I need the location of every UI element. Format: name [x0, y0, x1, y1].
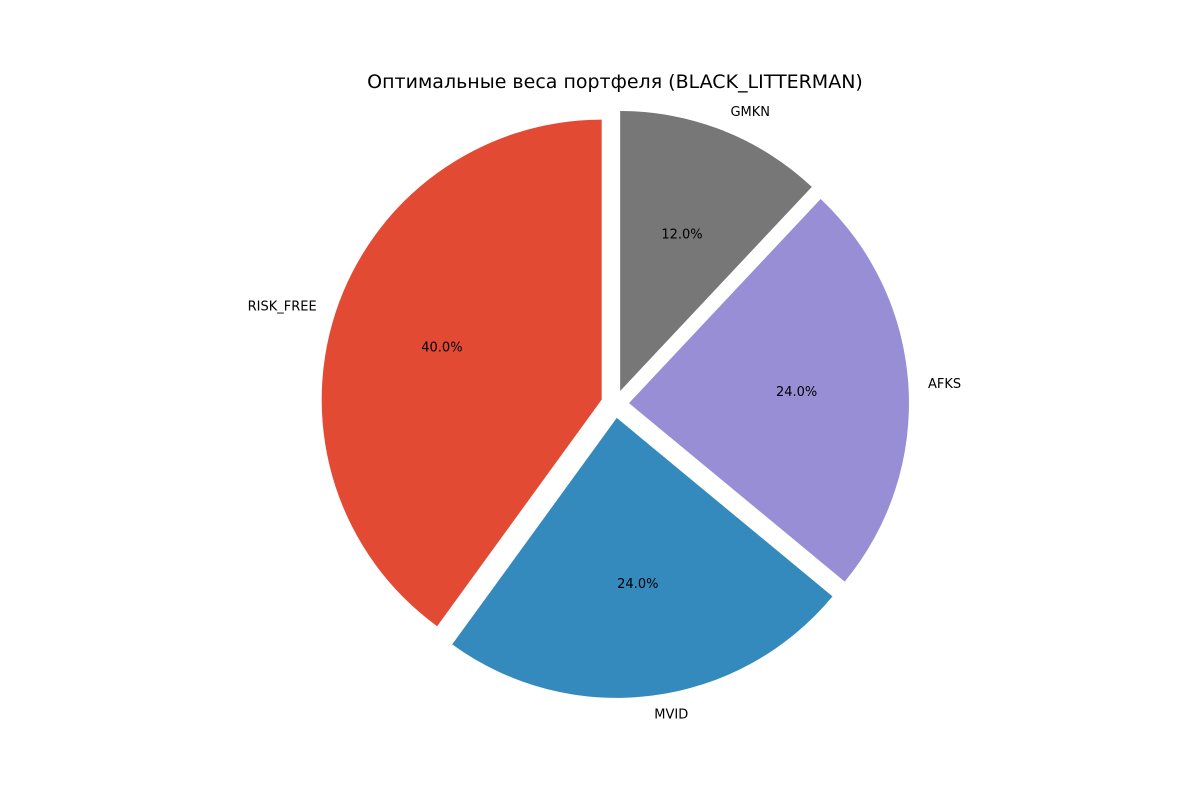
slice-label-mvid: MVID [654, 708, 688, 723]
slice-percent-mvid: 24.0% [617, 577, 658, 592]
pie-slice-gmkn [620, 110, 812, 391]
pie-slice-risk-free [321, 119, 602, 627]
slice-label-risk-free: RISK_FREE [248, 300, 317, 315]
slice-percent-risk-free: 40.0% [421, 340, 462, 355]
slice-label-gmkn: GMKN [730, 105, 770, 120]
slice-percent-afks: 24.0% [776, 385, 817, 400]
slice-percent-gmkn: 12.0% [661, 227, 702, 242]
pie-slice-afks [628, 199, 909, 582]
pie-slice-mvid [452, 417, 833, 698]
chart-title: Оптимальные веса портфеля (BLACK_LITTERM… [367, 71, 863, 93]
pie-labels: RISK_FREE 40.0% MVID 24.0% AFKS 24.0% GMKN 12.0… [248, 105, 961, 723]
slice-label-afks: AFKS [928, 377, 961, 392]
pie-slices [321, 110, 909, 698]
